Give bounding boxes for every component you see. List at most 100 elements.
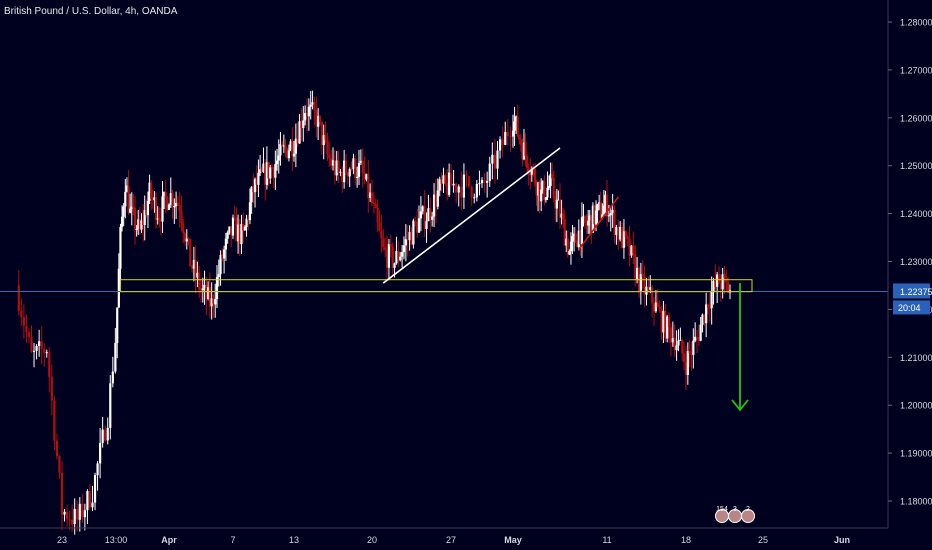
candle xyxy=(460,171,463,210)
candle xyxy=(414,216,417,227)
candle xyxy=(546,171,549,201)
candle xyxy=(434,178,438,224)
candle xyxy=(30,325,33,353)
y-tick-label: 1.19000 xyxy=(900,449,932,459)
candle xyxy=(639,262,642,305)
candle xyxy=(330,149,333,170)
candle xyxy=(267,161,270,187)
candle xyxy=(573,227,576,252)
candle xyxy=(370,179,374,207)
candle xyxy=(391,242,394,276)
candle xyxy=(183,231,187,247)
candle xyxy=(406,225,409,257)
candle xyxy=(404,224,407,262)
candle xyxy=(601,203,604,220)
support-zone[interactable] xyxy=(119,279,753,293)
candle xyxy=(452,170,455,193)
candle xyxy=(721,267,724,299)
candle xyxy=(143,195,146,241)
candle xyxy=(324,121,327,144)
candle xyxy=(475,179,478,202)
indicator-badges[interactable]: 154 3 2 xyxy=(715,506,755,523)
countdown-text: 20:04 xyxy=(898,303,921,313)
candle xyxy=(137,210,140,235)
candle xyxy=(313,96,316,126)
candle xyxy=(449,164,453,186)
candle xyxy=(532,164,535,177)
candle xyxy=(135,225,138,237)
candle xyxy=(43,343,46,367)
candle xyxy=(416,209,419,238)
candle xyxy=(699,316,702,342)
candle xyxy=(180,195,183,232)
candle xyxy=(243,225,246,232)
candle xyxy=(192,246,195,282)
candle xyxy=(384,237,387,258)
indicator-badge-count: 3 xyxy=(733,506,737,513)
candle xyxy=(333,150,336,185)
candle xyxy=(652,297,656,326)
trendline-white[interactable] xyxy=(382,147,561,284)
candle xyxy=(151,189,154,209)
candle xyxy=(352,153,355,175)
candle xyxy=(194,245,197,294)
time-axis[interactable]: 23 13:00 Apr 7 13 20 27 May 11 18 25 Jun xyxy=(57,535,850,545)
candle xyxy=(106,417,109,445)
trendline-red[interactable] xyxy=(578,196,619,251)
candle xyxy=(432,183,436,228)
candle xyxy=(529,158,532,190)
candle xyxy=(583,215,587,230)
candle xyxy=(701,313,704,333)
candle xyxy=(129,193,132,214)
candle xyxy=(624,230,627,247)
candle xyxy=(651,284,654,318)
candle xyxy=(38,329,41,357)
candle xyxy=(658,300,661,313)
indicator-badge[interactable] xyxy=(741,509,755,523)
candle xyxy=(574,227,577,243)
candle xyxy=(91,485,94,512)
down-arrow-annotation[interactable] xyxy=(731,283,749,412)
candle xyxy=(343,149,346,189)
candle xyxy=(622,219,626,259)
candle xyxy=(68,510,71,531)
candle xyxy=(217,259,220,287)
candle xyxy=(116,307,119,359)
candle xyxy=(400,244,404,268)
candle xyxy=(448,163,451,197)
x-tick-label: 11 xyxy=(602,535,611,545)
candle xyxy=(250,186,253,214)
candle xyxy=(337,150,340,184)
candle xyxy=(667,311,671,344)
candle xyxy=(598,194,601,211)
candle xyxy=(478,170,481,196)
candle xyxy=(425,212,428,243)
candle xyxy=(679,327,682,341)
candle xyxy=(662,300,665,343)
candle xyxy=(429,197,432,233)
candle xyxy=(706,303,710,315)
candle xyxy=(486,171,489,198)
x-tick-label: 23 xyxy=(57,535,67,545)
candle xyxy=(596,203,599,225)
candle xyxy=(626,234,629,247)
candle xyxy=(671,321,674,347)
candle xyxy=(305,98,309,131)
candle xyxy=(690,341,693,371)
candle xyxy=(235,207,238,242)
candle xyxy=(231,214,235,240)
candle xyxy=(397,240,400,268)
candle xyxy=(660,305,663,341)
candle xyxy=(504,121,507,145)
candle xyxy=(412,218,415,249)
candle xyxy=(541,180,544,194)
candle xyxy=(171,189,174,219)
candle xyxy=(265,146,268,190)
candle xyxy=(78,497,81,532)
candle xyxy=(117,253,120,308)
candle xyxy=(127,170,130,215)
candle xyxy=(654,290,658,313)
candle xyxy=(175,191,178,219)
candle xyxy=(465,169,468,188)
